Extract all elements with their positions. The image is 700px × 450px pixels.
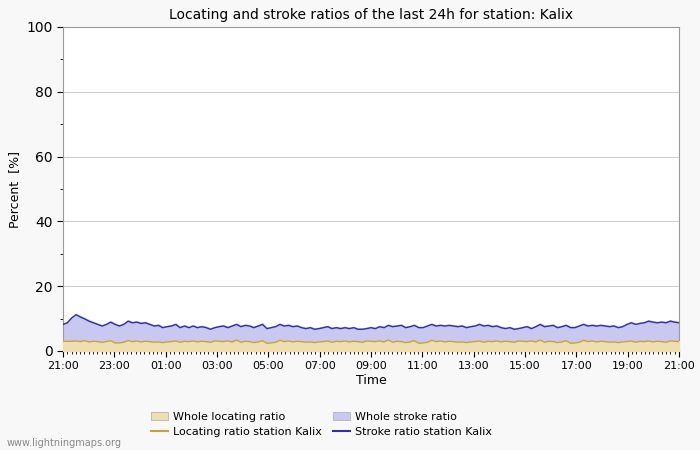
Legend: Whole locating ratio, Locating ratio station Kalix, Whole stroke ratio, Stroke r: Whole locating ratio, Locating ratio sta…: [151, 412, 492, 437]
Text: www.lightningmaps.org: www.lightningmaps.org: [7, 438, 122, 448]
Y-axis label: Percent  [%]: Percent [%]: [8, 150, 21, 228]
Title: Locating and stroke ratios of the last 24h for station: Kalix: Locating and stroke ratios of the last 2…: [169, 8, 573, 22]
X-axis label: Time: Time: [356, 374, 386, 387]
